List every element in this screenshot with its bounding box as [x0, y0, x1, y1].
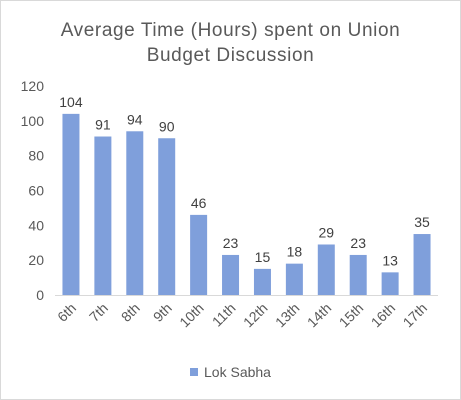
bar [190, 214, 208, 295]
bar [285, 263, 303, 295]
y-tick-label: 0 [36, 287, 44, 303]
x-tick-label: 7th [86, 300, 111, 325]
bar [62, 113, 80, 295]
data-label: 13 [382, 252, 398, 268]
data-label: 94 [127, 111, 143, 127]
bar [126, 131, 144, 295]
y-tick-label: 20 [28, 252, 44, 268]
x-tick-label: 16th [368, 300, 399, 331]
y-tick-label: 120 [21, 78, 45, 94]
bar [317, 244, 335, 295]
bar [94, 136, 112, 295]
data-label: 18 [287, 244, 303, 260]
y-tick-label: 80 [28, 148, 44, 164]
data-label: 90 [159, 118, 175, 134]
y-tick-label: 40 [28, 217, 44, 233]
bar [349, 254, 367, 295]
legend: Lok Sabha [0, 364, 461, 380]
data-label: 104 [59, 94, 83, 110]
legend-swatch-lok-sabha [190, 368, 199, 376]
bar [222, 254, 240, 295]
bar [381, 272, 399, 295]
data-label: 29 [319, 224, 335, 240]
chart-title: Average Time (Hours) spent on Union Budg… [0, 18, 461, 68]
data-label: 35 [414, 214, 430, 230]
legend-label-lok-sabha: Lok Sabha [204, 364, 271, 380]
x-tick-label: 10th [176, 300, 207, 331]
data-label: 15 [255, 249, 271, 265]
data-label: 23 [223, 235, 239, 251]
data-label: 91 [95, 117, 111, 133]
bar [413, 234, 431, 295]
y-tick-label: 100 [21, 113, 45, 129]
x-tick-label: 13th [272, 300, 303, 331]
x-tick-label: 14th [304, 300, 335, 331]
x-tick-label: 8th [118, 300, 143, 325]
chart-title-line-2: Budget Discussion [146, 45, 315, 66]
x-tick-label: 11th [209, 300, 239, 330]
data-label: 46 [191, 195, 207, 211]
x-tick-label: 6th [54, 300, 79, 325]
bar [253, 268, 271, 295]
y-tick-label: 60 [28, 183, 44, 199]
x-tick-label: 17th [400, 300, 431, 331]
bar [158, 138, 176, 295]
data-label: 23 [350, 235, 366, 251]
x-tick-label: 12th [240, 300, 271, 331]
x-tick-label: 9th [150, 300, 175, 325]
chart-title-line-1: Average Time (Hours) spent on Union [60, 20, 401, 41]
x-tick-label: 15th [336, 300, 367, 331]
